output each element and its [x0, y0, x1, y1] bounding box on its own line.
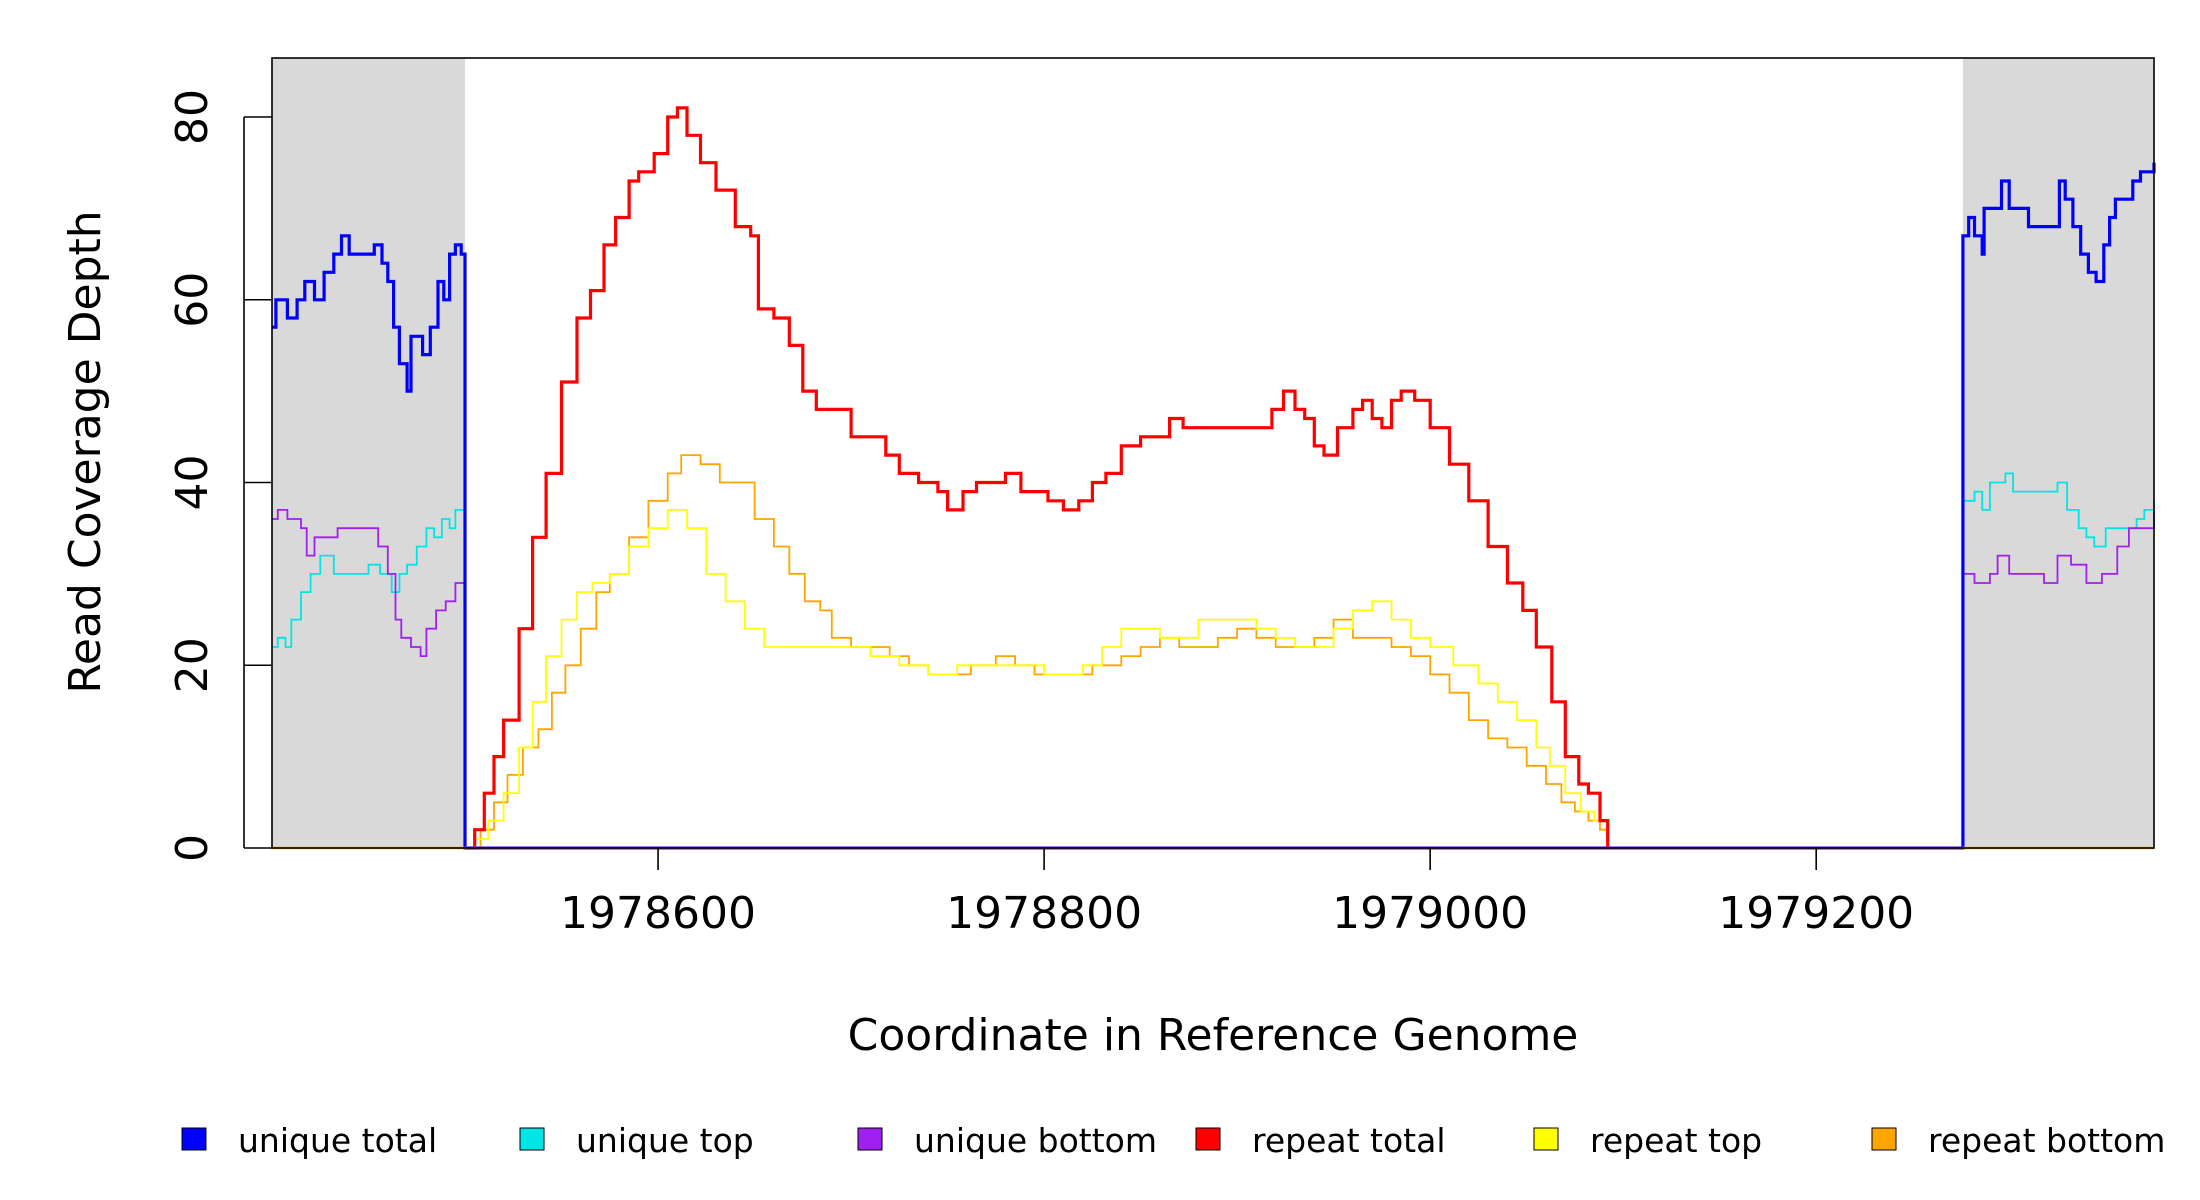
legend-key-unique-total — [181, 1127, 207, 1151]
shaded-region-1 — [1962, 58, 2154, 848]
series-line-unique-bottom — [272, 509, 2155, 849]
x-axis-title: Coordinate in Reference Genome — [848, 1010, 1579, 1061]
y-tick-label: 0 — [167, 834, 218, 862]
legend-key-repeat-bottom — [1871, 1127, 1897, 1151]
x-tick-label: 1978600 — [560, 888, 756, 939]
x-tick-label: 1978800 — [946, 888, 1142, 939]
legend-label: unique bottom — [914, 1121, 1157, 1160]
series-line-repeat-top — [465, 509, 1609, 849]
series-line-unique-top — [272, 472, 2155, 849]
legend-label: repeat total — [1252, 1121, 1446, 1160]
shaded-region-0 — [272, 58, 466, 848]
legend-key-unique-top — [519, 1127, 545, 1151]
plot-frame — [271, 57, 2155, 849]
y-tick-label: 20 — [167, 637, 218, 693]
legend-key-repeat-top — [1533, 1127, 1559, 1151]
legend-label: unique total — [238, 1121, 437, 1160]
series-line-repeat-total — [465, 106, 1610, 850]
x-tick-label: 1979200 — [1718, 888, 1914, 939]
legend-label: repeat bottom — [1928, 1121, 2165, 1160]
legend-key-repeat-total — [1195, 1127, 1221, 1151]
series-lines — [272, 106, 2156, 850]
shaded-regions — [272, 58, 2154, 848]
x-axis: 1978600 1978800 1979000 1979200 — [560, 848, 1914, 939]
legend: unique total unique top unique bottom repea… — [181, 1121, 2165, 1160]
y-tick-label: 40 — [167, 455, 218, 511]
legend-label: repeat top — [1590, 1121, 1762, 1160]
y-tick-label: 60 — [167, 272, 218, 328]
legend-label: unique top — [576, 1121, 754, 1160]
y-axis-title: Read Coverage Depth — [60, 210, 111, 693]
x-tick-label: 1979000 — [1332, 888, 1528, 939]
series-line-unique-total — [272, 162, 2156, 850]
y-tick-label: 80 — [167, 89, 218, 145]
legend-key-unique-bottom — [857, 1127, 883, 1151]
y-axis: 0 20 40 60 80 — [167, 89, 272, 862]
